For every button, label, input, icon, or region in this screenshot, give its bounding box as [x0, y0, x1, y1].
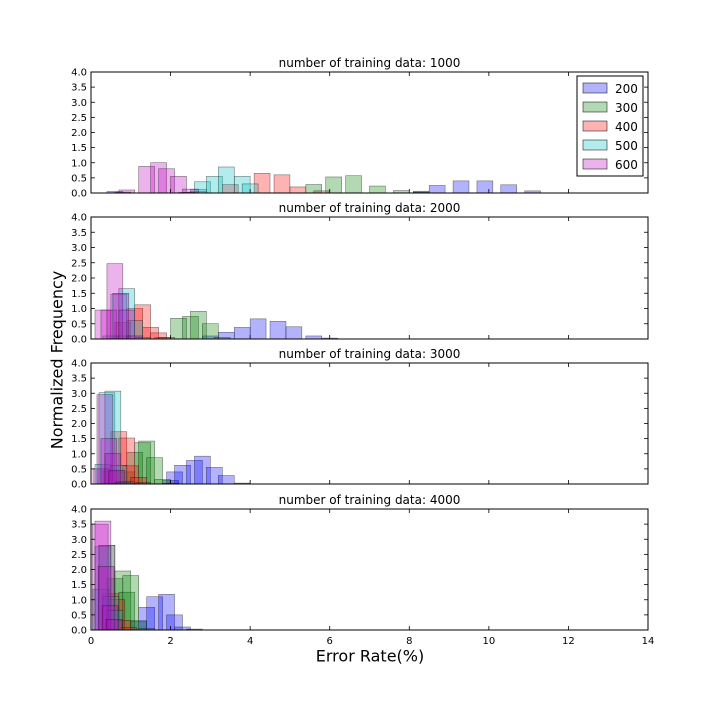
y-tick-label: 0.0: [71, 626, 87, 637]
y-tick-label: 0.5: [71, 464, 87, 475]
bar-300: [325, 176, 342, 194]
bar-500: [218, 166, 235, 194]
x-tick-label: 4: [247, 636, 253, 647]
bar-200: [428, 185, 446, 194]
y-tick-label: 0.0: [71, 189, 87, 200]
bar-400: [289, 186, 307, 194]
bar-600: [108, 470, 126, 485]
x-tick-label: 10: [482, 636, 495, 647]
x-tick-label: 0: [88, 636, 94, 647]
subplot-title: number of training data: 2000: [279, 201, 461, 215]
y-tick-label: 2.5: [71, 550, 87, 561]
legend-swatch-400: [582, 120, 608, 132]
x-axis-label: Error Rate(%): [315, 646, 425, 666]
bar-300: [345, 175, 362, 194]
y-tick-label: 2.5: [71, 113, 87, 124]
y-tick-label: 3.5: [71, 83, 87, 94]
y-tick-label: 0.5: [71, 319, 87, 330]
y-tick-label: 2.5: [71, 258, 87, 269]
y-tick-label: 3.5: [71, 228, 87, 239]
x-tick-label: 8: [406, 636, 412, 647]
legend-swatch-300: [582, 101, 608, 113]
x-tick-label: 12: [562, 636, 575, 647]
legend-swatch-600: [582, 158, 608, 170]
legend: 200 300 400 500 600: [576, 75, 644, 177]
bar-200: [269, 321, 287, 340]
bar-300: [202, 323, 219, 340]
bar-300: [369, 185, 386, 194]
legend-label-200: 200: [615, 82, 638, 96]
legend-label-300: 300: [615, 101, 638, 115]
y-tick-label: 4.0: [71, 213, 87, 224]
y-tick-label: 2.5: [71, 404, 87, 415]
x-tick-label: 6: [327, 636, 333, 647]
bar-200: [233, 327, 251, 340]
y-tick-label: 3.0: [71, 98, 87, 109]
y-tick-label: 2.0: [71, 419, 87, 430]
y-tick-label: 1.5: [71, 143, 87, 154]
bar-200: [218, 475, 235, 485]
subplot-title: number of training data: 1000: [279, 56, 461, 70]
subplot-1: 0.0 0.5 1.0 1.5 2.0 2.5 3.0 3.5 4.0 number of tra…: [71, 56, 649, 200]
y-tick-label: 3.0: [71, 535, 87, 546]
legend-label-400: 400: [615, 120, 638, 134]
bar-600: [105, 619, 123, 631]
subplot-title: number of training data: 3000: [279, 347, 461, 361]
y-tick-label: 1.0: [71, 158, 87, 169]
bar-200: [476, 180, 494, 194]
y-tick-label: 0.0: [71, 480, 87, 491]
legend-box: [576, 75, 644, 177]
bar-600: [182, 188, 199, 194]
y-tick-label: 1.5: [71, 434, 87, 445]
y-tick-label: 3.5: [71, 520, 87, 531]
bar-200: [249, 318, 267, 340]
y-tick-label: 3.5: [71, 374, 87, 385]
bar-200: [285, 326, 303, 340]
x-tick-label: 14: [642, 636, 655, 647]
bar-600: [118, 309, 136, 340]
y-tick-label: 1.0: [71, 595, 87, 606]
y-tick-label: 2.0: [71, 128, 87, 139]
y-tick-label: 1.0: [71, 304, 87, 315]
y-tick-label: 3.0: [71, 389, 87, 400]
y-axis-label: Normalized Frequency: [47, 270, 67, 450]
bar-400: [273, 174, 291, 194]
subplot-title: number of training data: 4000: [279, 493, 461, 507]
y-tick-label: 3.0: [71, 243, 87, 254]
subplot-3: 0.0 0.5 1.0 1.5 2.0 2.5 3.0 3.5 4.0 number of tra…: [71, 347, 649, 491]
legend-label-500: 500: [615, 139, 638, 153]
legend-swatch-200: [582, 82, 608, 94]
y-tick-label: 2.0: [71, 565, 87, 576]
y-tick-label: 1.5: [71, 289, 87, 300]
y-tick-label: 4.0: [71, 68, 87, 79]
y-tick-label: 0.5: [71, 173, 87, 184]
subplot-2: 0.0 0.5 1.0 1.5 2.0 2.5 3.0 3.5 4.0 number of tra…: [71, 201, 649, 346]
y-tick-label: 1.5: [71, 580, 87, 591]
y-tick-label: 1.0: [71, 449, 87, 460]
y-tick-label: 2.0: [71, 274, 87, 285]
y-tick-label: 0.5: [71, 610, 87, 621]
y-tick-label: 4.0: [71, 359, 87, 370]
legend-swatch-500: [582, 139, 608, 151]
legend-label-600: 600: [615, 158, 638, 172]
y-tick-label: 4.0: [71, 505, 87, 516]
bar-200: [452, 180, 470, 194]
y-tick-label: 0.0: [71, 335, 87, 346]
bar-200: [500, 184, 517, 194]
subplot-4: 0.0 0.5 1.0 1.5 2.0 2.5 3.0 3.5 4.0 0 2 4 6 8 10 12 14 nu…: [71, 493, 654, 647]
x-tick-label: 2: [167, 636, 173, 647]
